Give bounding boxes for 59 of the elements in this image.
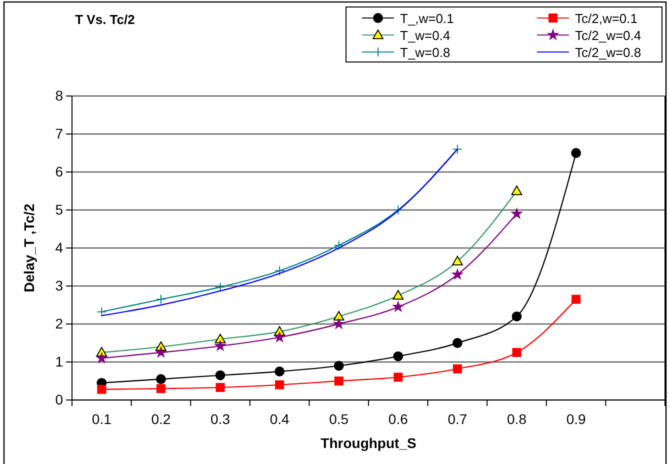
y-tick-label: 7 (55, 125, 64, 142)
point (275, 380, 284, 390)
point (451, 268, 464, 280)
point (394, 372, 403, 382)
point (571, 148, 581, 158)
point (273, 330, 286, 343)
legend-label: Tc/2,w=0.1 (575, 11, 638, 26)
point (216, 382, 225, 392)
point (392, 300, 404, 312)
point (393, 351, 404, 362)
point (96, 306, 107, 317)
y-tick-label: 0 (55, 391, 64, 408)
legend-label: T_w=0.4 (400, 28, 450, 43)
point (572, 294, 581, 304)
point (215, 282, 226, 292)
point (95, 352, 108, 364)
point (512, 348, 522, 357)
legend-label: Tc/2_w=0.8 (575, 45, 642, 60)
point (274, 366, 284, 376)
x-tick-label: 0.5 (329, 410, 349, 427)
point (156, 294, 166, 304)
point (393, 205, 404, 215)
point (334, 376, 344, 386)
point (274, 266, 285, 276)
point (452, 364, 462, 374)
point (154, 346, 168, 358)
legend-label: Tc/2_w=0.4 (575, 28, 642, 43)
point (510, 207, 524, 220)
y-tick-label: 3 (55, 277, 64, 294)
x-tick-label: 0.7 (448, 410, 468, 427)
x-tick-label: 0.3 (210, 410, 230, 427)
legend-label: T_,w=0.1 (400, 11, 454, 26)
y-tick-label: 6 (55, 163, 64, 180)
x-axis-title: Throughput_S (320, 435, 416, 451)
x-tick-label: 0.1 (92, 410, 112, 427)
point (452, 144, 462, 154)
point (452, 338, 462, 348)
point (334, 240, 344, 250)
point (332, 317, 346, 330)
x-tick-label: 0.4 (270, 410, 290, 427)
x-tick-label: 0.2 (151, 410, 171, 427)
y-tick-label: 4 (55, 239, 64, 256)
x-tick-label: 0.9 (566, 410, 586, 427)
y-tick-label: 2 (55, 315, 64, 332)
legend-label: T_w=0.8 (400, 45, 450, 60)
point (156, 384, 166, 394)
x-tick-label: 0.8 (507, 410, 527, 427)
point (512, 311, 522, 322)
point (214, 339, 227, 352)
y-tick-label: 5 (55, 201, 64, 218)
y-tick-label: 1 (55, 353, 64, 370)
point (215, 370, 226, 380)
point (334, 360, 344, 371)
point (97, 384, 106, 394)
chart-title: T Vs. Tc/2 (75, 12, 135, 27)
y-tick-label: 8 (55, 87, 64, 104)
x-tick-label: 0.6 (388, 410, 408, 427)
y-axis-title: Delay_T ,Tc/2 (21, 204, 37, 292)
point (156, 374, 166, 384)
